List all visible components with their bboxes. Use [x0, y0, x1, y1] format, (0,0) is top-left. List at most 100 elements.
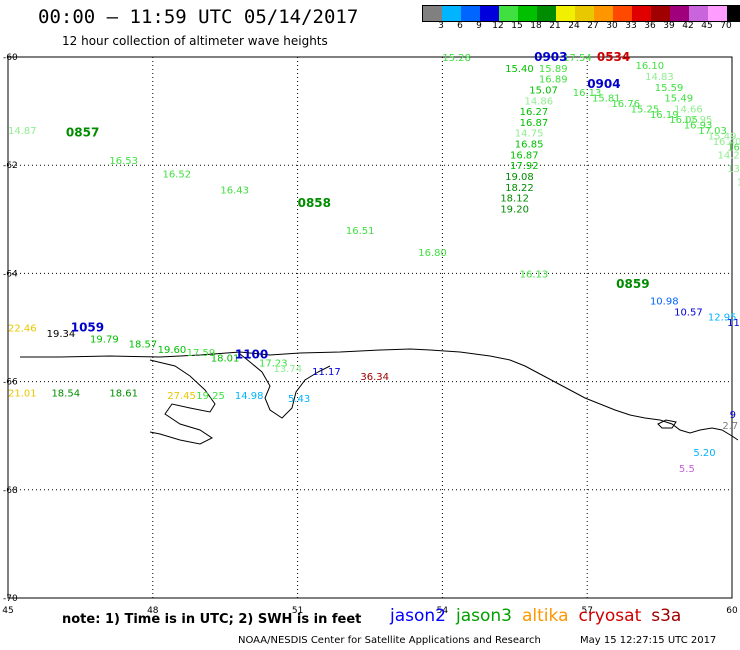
wave-height-label: 14.75	[515, 129, 544, 140]
legend-label: 21	[549, 21, 561, 31]
legend-swatch	[537, 6, 556, 21]
x-tick-label: 54	[437, 606, 449, 616]
wave-height-label: 17.03	[698, 126, 727, 137]
wave-height-label: 16.53	[109, 156, 138, 167]
wave-height-label: 19.34	[47, 329, 76, 340]
wave-height-label: 16.82	[727, 142, 740, 153]
coast-inlet	[239, 353, 331, 419]
wave-height-label: 16.89	[539, 75, 568, 86]
pass-time-label: 0858	[298, 196, 331, 210]
wave-height-label: 16.85	[515, 140, 544, 151]
wave-height-label: 14.86	[524, 96, 553, 107]
pass-time-label: 0903	[534, 50, 567, 64]
wave-height-label: 16.80	[418, 248, 447, 259]
color-legend	[422, 5, 740, 22]
pass-time-label: 0859	[616, 277, 649, 291]
wave-height-label: 5.43	[288, 394, 310, 405]
wave-height-label: 18.54	[51, 388, 80, 399]
map-grid	[7, 56, 733, 599]
wave-height-label: 9	[730, 410, 736, 421]
wave-height-label: 18.01	[211, 353, 240, 364]
y-tick-label: -66	[3, 378, 18, 388]
map-frame	[7, 56, 733, 599]
satellite-cryosat: cryosat	[578, 606, 642, 626]
legend-label: 33	[625, 21, 637, 31]
wave-height-label: 27.45	[167, 391, 196, 402]
wave-height-label: 10.98	[650, 296, 679, 307]
legend-swatch	[594, 6, 613, 21]
wave-height-label: 13.74	[273, 364, 302, 375]
wave-height-label: 11.17	[727, 318, 740, 329]
wave-height-label: 15.49	[664, 94, 693, 105]
wave-height-label: 17.59	[187, 348, 216, 359]
wave-height-labels: 15.28 17.54 16.10 15.40 15.89 14.83 16.89 15.59…	[8, 53, 740, 475]
wave-height-label: 15.89	[539, 64, 568, 75]
legend-label: 6	[457, 21, 463, 31]
wave-height-label: 16.87	[510, 150, 539, 161]
legend-swatch	[423, 6, 442, 21]
y-tick-label: -68	[3, 486, 18, 496]
legend-label: 45	[701, 21, 713, 31]
legend-label: 15	[511, 21, 523, 31]
wave-height-label: 12.95	[684, 115, 713, 126]
legend-label: 30	[606, 21, 618, 31]
satellite-s3a: s3a	[651, 606, 682, 626]
wave-height-label: 16.13	[573, 88, 602, 99]
wave-height-label: 15.81	[592, 94, 621, 105]
legend-swatch	[727, 6, 740, 21]
credit-line: NOAA/NESDIS Center for Satellite Applica…	[238, 635, 541, 646]
legend-swatch	[461, 6, 480, 21]
y-tick-label: -62	[3, 161, 18, 171]
coast-bay	[149, 359, 216, 445]
satellite-jason3: jason3	[456, 606, 512, 626]
legend-swatch	[613, 6, 632, 21]
legend-label: 42	[682, 21, 694, 31]
wave-height-label: 18.22	[505, 183, 534, 194]
wave-height-label: 2.7	[722, 421, 738, 432]
wave-height-label: 14.22	[718, 150, 740, 161]
wave-height-label: 16.40	[713, 137, 740, 148]
page-subtitle: 12 hour collection of altimeter wave hei…	[62, 34, 328, 48]
wave-height-label: 16.51	[346, 226, 375, 237]
legend-swatch	[442, 6, 461, 21]
wave-height-label: 5.5	[679, 464, 695, 475]
x-tick-label: 60	[726, 606, 738, 616]
wave-height-label: 15.25	[631, 104, 660, 115]
legend-label: 12	[492, 21, 504, 31]
wave-height-label: 19.08	[505, 172, 534, 183]
pass-time-label: 0904	[587, 77, 620, 91]
axis-tick-labels: 45 48 51 54 57 60 -60 -62 -64 -66 -68 -70	[2, 53, 738, 616]
legend-swatch	[480, 6, 499, 21]
legend-label: 3	[438, 21, 444, 31]
wave-height-label: 15.49	[708, 131, 737, 142]
legend-swatch	[708, 6, 727, 21]
wave-height-label: 11.17	[312, 367, 341, 378]
wave-height-label: 16.13	[520, 269, 549, 280]
wave-height-label: 14.87	[8, 126, 37, 137]
coastline	[20, 348, 739, 445]
wave-height-label: 14.36	[737, 177, 740, 188]
wave-height-label: 18.57	[129, 340, 158, 351]
legend-label: 27	[587, 21, 599, 31]
wave-height-label: 18.61	[109, 388, 138, 399]
wave-height-label: 5.20	[693, 448, 715, 459]
legend-label: 24	[568, 21, 580, 31]
pass-time-label: 1059	[71, 321, 104, 335]
wave-height-label: 15.28	[442, 53, 471, 64]
legend-swatch	[556, 6, 575, 21]
y-tick-label: -70	[3, 594, 18, 604]
wave-height-label: 14.66	[674, 104, 703, 115]
satellite-jason2: jason2	[390, 606, 446, 626]
wave-height-label: 15.59	[655, 83, 684, 94]
coast-island	[657, 419, 677, 429]
wave-height-label: 14.83	[645, 72, 674, 83]
legend-label: 36	[644, 21, 656, 31]
wave-height-label: 16.19	[650, 110, 679, 121]
satellite-altika: altika	[522, 606, 569, 626]
legend-swatch	[651, 6, 670, 21]
legend-swatch	[689, 6, 708, 21]
wave-height-label: 16.52	[162, 169, 191, 180]
wave-height-label: 16.87	[520, 118, 549, 129]
pass-time-labels: 0903 0534 0904 0857 0858 0859 1059 1100	[66, 50, 650, 362]
